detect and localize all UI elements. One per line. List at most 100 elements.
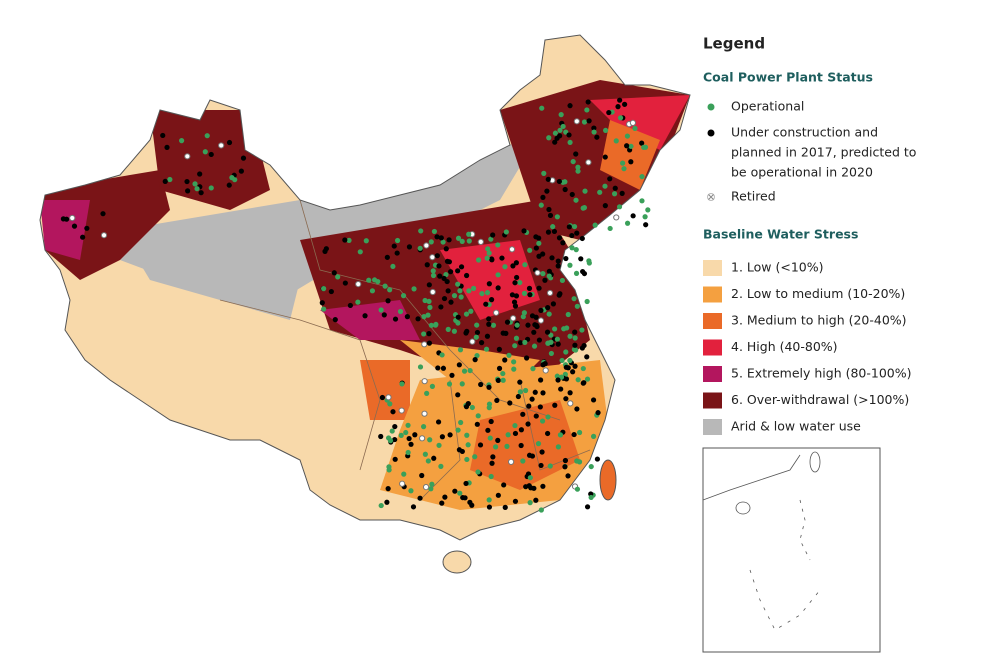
plant-dot (510, 315, 517, 322)
plant-dot (574, 303, 580, 309)
legend-label: 4. High (40-80%) (731, 339, 838, 354)
plant-dot (419, 472, 425, 479)
plant-dot (514, 274, 520, 281)
plant-dot (586, 258, 592, 264)
plant-dot (466, 231, 472, 237)
plant-dot (479, 290, 485, 297)
plant-dot (405, 449, 411, 456)
legend-label: Arid & low water use (731, 419, 861, 434)
plant-dot (449, 372, 455, 378)
plant-dot (392, 423, 398, 430)
plant-dot (520, 458, 526, 464)
status-items: Operational Under construction and planned… (707, 99, 916, 204)
plant-dot (381, 312, 387, 318)
plant-dot (613, 214, 620, 221)
plant-dot (555, 341, 561, 347)
plant-dot (581, 205, 588, 211)
plant-dot (486, 321, 492, 327)
plant-dot (412, 432, 418, 438)
plant-dot (488, 297, 495, 303)
plant-dot (469, 338, 476, 345)
plant-dot (537, 317, 545, 324)
plant-dot (357, 249, 363, 255)
plant-dot (512, 430, 519, 437)
plant-dot (493, 444, 499, 450)
plant-dot (460, 494, 466, 501)
plant-dot (575, 164, 581, 170)
plant-dot (506, 352, 512, 358)
plant-dot (526, 285, 533, 291)
plant-dot (421, 341, 428, 348)
plant-dot (572, 342, 578, 348)
inset-map (702, 447, 881, 653)
plant-dot (594, 456, 601, 462)
plant-dot (429, 383, 435, 389)
plant-dot (580, 365, 586, 372)
plant-dot (533, 413, 539, 419)
plant-dot (563, 364, 569, 370)
legend-label: planned in 2017, predicted to (731, 145, 916, 160)
plant-dot (502, 504, 508, 510)
plant-dot (511, 359, 517, 365)
plant-dot (573, 270, 580, 276)
plant-dot (430, 268, 436, 274)
legend-label: 3. Medium to high (20-40%) (731, 313, 907, 328)
region-medhigh (470, 400, 580, 490)
dash-line (749, 569, 821, 631)
plant-dot (432, 322, 439, 328)
plant-dot (503, 229, 509, 235)
plant-dot (563, 349, 569, 355)
plant-dot (532, 322, 538, 328)
region-over (150, 110, 270, 210)
plant-dot (379, 394, 386, 401)
plant-dot (559, 277, 566, 284)
plant-dot (542, 367, 549, 374)
region-arid (120, 230, 300, 320)
plant-dot (80, 234, 86, 240)
plant-dot (630, 213, 636, 219)
plant-dot (517, 279, 523, 286)
plant-dot (440, 365, 447, 371)
plant-dot (552, 402, 558, 408)
plant-dot (423, 242, 430, 249)
plant-dot (554, 214, 560, 220)
plant-dot (69, 214, 76, 222)
legend-swatch (703, 392, 722, 409)
plant-dot (399, 381, 405, 387)
plant-dot (421, 410, 428, 417)
plant-dot (527, 500, 533, 506)
plant-dot (332, 317, 338, 323)
plant-dot (544, 329, 551, 335)
plant-dot (590, 397, 597, 403)
plant-dot (538, 462, 544, 469)
plant-dot (642, 214, 648, 220)
plant-dot (557, 127, 563, 133)
plant-dot (615, 104, 621, 110)
plant-dot (456, 362, 462, 368)
plant-dot (495, 492, 501, 498)
plant-dot (444, 278, 450, 285)
plant-dot (525, 322, 531, 328)
plant-dot (612, 185, 618, 191)
plant-dot (624, 143, 630, 149)
plant-dot (541, 170, 547, 176)
plant-dot (459, 238, 465, 245)
plant-dot (400, 293, 407, 299)
plant-dot (504, 443, 510, 449)
plant-dot (391, 243, 397, 249)
plant-dot (384, 254, 390, 260)
plant-dot (321, 286, 327, 292)
plant-dot (546, 311, 552, 317)
plant-dot (417, 495, 423, 501)
plant-dot (406, 435, 412, 442)
plant-dot (486, 405, 492, 411)
plant-dot (567, 139, 573, 146)
plant-dot (530, 366, 536, 372)
plant-dot (607, 176, 613, 182)
plant-dot (486, 316, 492, 322)
plant-dot (455, 427, 461, 433)
plant-dot (555, 258, 561, 264)
plant-dot (386, 464, 392, 470)
plant-dot (611, 191, 618, 197)
plant-dot (394, 237, 401, 244)
